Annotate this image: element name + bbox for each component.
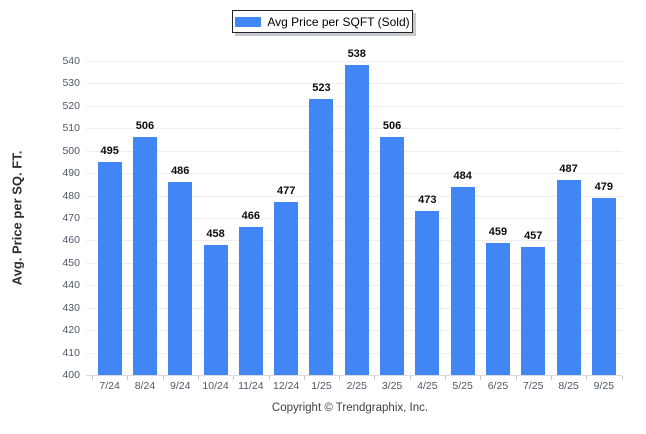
bar-value-label: 523 xyxy=(312,82,331,95)
bar-value-label: 506 xyxy=(135,120,155,133)
copyright-footer: Copyright © Trendgraphix, Inc. xyxy=(0,402,646,414)
x-tick-label: 7/25 xyxy=(523,380,544,392)
bar xyxy=(203,244,228,375)
y-tick-label: 420 xyxy=(62,324,80,337)
chart-legend: Avg Price per SQFT (Sold) xyxy=(232,10,413,33)
x-tick-label: 1/25 xyxy=(311,380,332,392)
x-tick-label: 8/24 xyxy=(134,380,156,392)
x-axis-tick xyxy=(409,376,411,380)
bar xyxy=(132,137,157,375)
x-axis-tick xyxy=(374,376,376,380)
bar xyxy=(344,65,369,375)
legend-swatch-avg-price xyxy=(235,16,262,27)
x-tick-label: 6/25 xyxy=(487,380,509,392)
x-tick-label: 5/25 xyxy=(452,380,473,392)
x-axis-tick xyxy=(586,376,588,380)
bar-value-label: 458 xyxy=(206,227,225,240)
y-tick-label: 530 xyxy=(62,77,80,90)
x-axis-tick xyxy=(515,376,517,380)
bar xyxy=(485,242,510,375)
y-tick-label: 460 xyxy=(62,234,80,247)
y-tick-label: 400 xyxy=(62,369,80,381)
y-tick-label: 500 xyxy=(62,144,80,157)
bar-value-label: 506 xyxy=(382,120,402,133)
x-axis-tick xyxy=(339,376,341,380)
x-axis-tick xyxy=(303,376,305,380)
bar-value-label: 486 xyxy=(171,165,190,178)
bar-value-label: 484 xyxy=(453,169,472,182)
bar-value-label: 459 xyxy=(488,225,508,238)
bar xyxy=(556,179,581,375)
y-tick-label: 480 xyxy=(62,189,80,202)
legend-label: Avg Price per SQFT (Sold) xyxy=(267,14,410,29)
x-tick-label: 4/25 xyxy=(417,380,438,392)
bar xyxy=(274,202,299,375)
x-axis-tick xyxy=(162,376,164,380)
bar-value-label: 487 xyxy=(559,162,578,175)
x-tick-label: 3/25 xyxy=(381,380,403,392)
x-tick-label: 7/24 xyxy=(99,380,120,392)
y-tick-label: 520 xyxy=(62,99,80,112)
bar xyxy=(380,137,405,375)
y-tick-label: 430 xyxy=(62,301,80,314)
bar-value-label: 479 xyxy=(594,180,614,193)
x-axis-tick xyxy=(197,376,199,380)
x-axis-tick xyxy=(268,376,270,380)
y-tick-label: 470 xyxy=(62,212,80,224)
y-tick-label: 450 xyxy=(62,256,80,269)
bar-value-label: 473 xyxy=(418,194,437,207)
bar xyxy=(415,211,440,375)
x-tick-label: 8/25 xyxy=(558,380,579,392)
bar xyxy=(521,247,546,375)
bar-value-label: 495 xyxy=(100,144,119,157)
x-tick-label: 9/24 xyxy=(170,380,191,392)
x-tick-label: 12/24 xyxy=(273,380,300,392)
x-tick-label: 11/24 xyxy=(238,380,264,392)
y-tick-label: 440 xyxy=(62,279,80,292)
x-axis-line xyxy=(86,375,622,376)
x-axis-tick xyxy=(550,376,552,380)
x-axis-tick xyxy=(480,376,482,380)
bar-value-label: 538 xyxy=(347,48,366,61)
y-tick-label: 490 xyxy=(62,167,80,180)
x-axis-tick xyxy=(233,376,235,380)
x-tick-label: 9/25 xyxy=(593,380,615,392)
bar xyxy=(309,99,334,375)
bar xyxy=(97,161,122,375)
x-axis-tick xyxy=(92,376,93,380)
x-axis-tick xyxy=(621,376,623,380)
bar-value-label: 457 xyxy=(524,230,543,243)
bar xyxy=(591,197,616,375)
bar xyxy=(168,182,193,375)
bar xyxy=(238,226,263,375)
bar-value-label: 477 xyxy=(276,185,296,198)
y-tick-label: 510 xyxy=(62,122,80,135)
copyright-text: Copyright © Trendgraphix, Inc. xyxy=(271,402,429,414)
y-tick-label: 410 xyxy=(62,346,80,359)
y-tick-label: 540 xyxy=(62,55,80,67)
x-axis-tick xyxy=(445,376,446,380)
gridline xyxy=(86,61,622,62)
bar-value-label: 466 xyxy=(241,209,261,222)
bar xyxy=(450,186,475,375)
x-tick-label: 10/24 xyxy=(202,380,229,392)
x-tick-label: 2/25 xyxy=(346,380,367,392)
y-axis-title: Avg. Price per SQ. FT. xyxy=(9,150,25,286)
x-axis-tick xyxy=(127,376,129,380)
